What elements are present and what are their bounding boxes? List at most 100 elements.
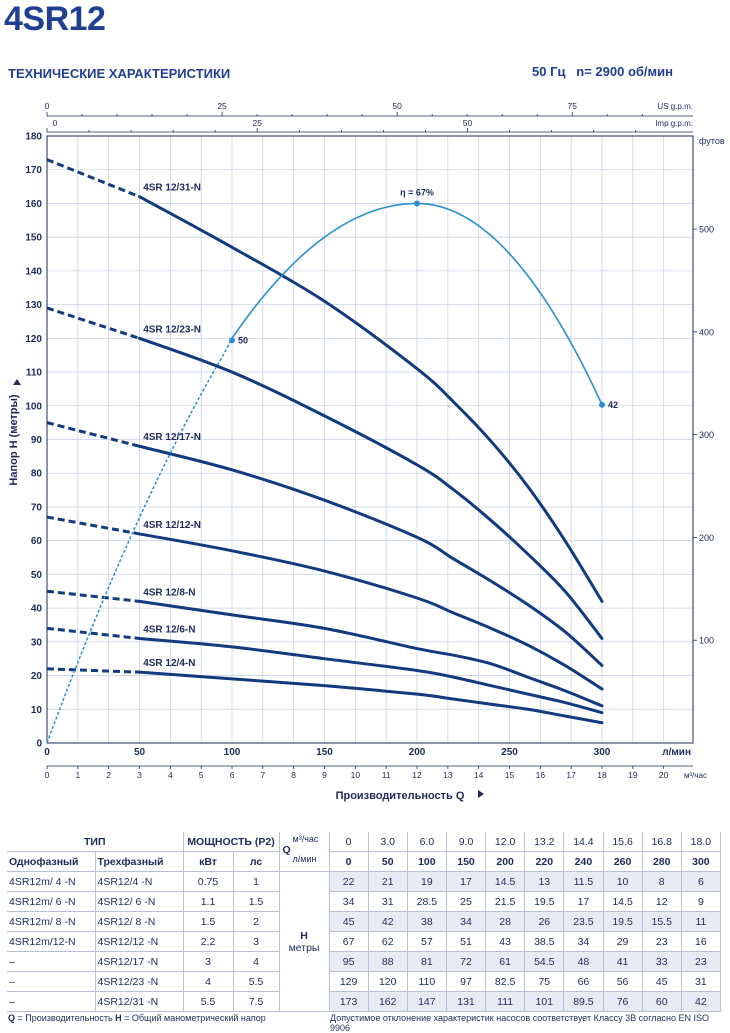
specs-table: ТИП МОЩНОСТЬ (P2) Q м³/час л/мин 0 3.0 6… [7, 832, 722, 1012]
head-value: 33 [641, 951, 682, 972]
spec-row: 4SR12m/ 8 -N 4SR12/ 8 -N 1.5 2 45 42 38 34 28 26 2… [7, 911, 722, 932]
y-tick-label: 90 [31, 435, 43, 446]
efficiency-point [599, 401, 605, 408]
efficiency-point-label: 50 [238, 335, 248, 345]
power-header: МОЩНОСТЬ (P2) [182, 832, 280, 852]
head-value: 88 [367, 951, 408, 972]
m3h-tick-label: 20 [659, 770, 669, 780]
series-label: 4SR 12/17-N [143, 432, 201, 443]
footnote-q-text: = Производительность [15, 1013, 116, 1023]
head-value: 34 [445, 911, 487, 932]
m3h-tick-label: 18 [597, 770, 607, 780]
head-value: 19.5 [524, 891, 565, 912]
head-value: 34 [563, 931, 604, 952]
y-tick-label: 40 [31, 604, 43, 615]
y-tick-label: 30 [31, 637, 43, 648]
m3h-tick-label: 0 [45, 770, 50, 780]
head-value: 75 [524, 971, 565, 992]
power-kw: 2.2 [182, 931, 234, 952]
imp-gpm-tick-label: 50 [463, 118, 473, 128]
pump-curve-2 [138, 636, 604, 715]
head-value: 101 [524, 991, 565, 1012]
head-value: 81 [406, 951, 447, 972]
q-l-7: 260 [602, 851, 643, 872]
x-tick-label: 100 [224, 747, 241, 758]
m3h-tick-label: 15 [505, 770, 515, 780]
head-value: 28.5 [406, 891, 447, 912]
power-hp: 1.5 [232, 891, 280, 912]
head-value: 14.5 [485, 871, 526, 892]
three-phase-header: Трехфазный [94, 851, 184, 872]
pump-curve-4 [138, 532, 604, 691]
m3h-tick-label: 14 [474, 770, 484, 780]
efficiency-dashed [46, 337, 233, 744]
pump-curve-7 [138, 195, 604, 603]
x-unit-label: л/мин [662, 747, 691, 758]
head-value: 95 [328, 951, 369, 972]
head-value: 38 [406, 911, 447, 932]
performance-chart: 0102030405060708090100110120130140150160… [8, 101, 725, 802]
three-phase-model: 4SR12/12 -N [94, 931, 184, 952]
x-tick-label: 150 [316, 747, 333, 758]
head-value: 57 [406, 931, 447, 952]
head-value: 11.5 [563, 871, 604, 892]
m3h-tick-label: 2 [106, 770, 111, 780]
m3h-tick-label: 8 [291, 770, 296, 780]
y-tick-label: 130 [25, 300, 42, 311]
y-tick-label: 120 [25, 334, 42, 345]
dashed-curve-3 [46, 589, 140, 603]
power-kw: 1.1 [182, 891, 234, 912]
head-value: 10 [602, 871, 643, 892]
three-phase-model: 4SR12/4 -N [94, 871, 184, 892]
q-m3-8: 16.8 [641, 832, 682, 852]
y-tick-label: 0 [36, 739, 42, 750]
m3h-tick-label: 6 [230, 770, 235, 780]
q-m3-9: 18.0 [680, 832, 722, 852]
power-hp: 5.5 [232, 971, 280, 992]
dashed-curve-1 [46, 667, 140, 674]
efficiency-point [229, 337, 235, 344]
head-value: 23 [641, 931, 682, 952]
footnote-h-text: = Общий манометрический напор [121, 1013, 266, 1023]
x-tick-label: 200 [409, 747, 426, 758]
head-value: 23.5 [563, 911, 604, 932]
y-tick-label: 150 [25, 233, 42, 244]
us-gpm-tick-label: 50 [392, 101, 402, 111]
footnote-q: Q [8, 1013, 16, 1023]
us-gpm-tick-label: 75 [567, 101, 577, 111]
frequency-info: 50 Гц n= 2900 об/мин [532, 64, 673, 79]
head-value: 45 [641, 971, 682, 992]
q-unit-m3: м³/час [292, 834, 319, 844]
y-tick-label: 70 [31, 502, 43, 513]
y-tick-label: 180 [25, 132, 42, 143]
us-gpm-label: US g.p.m. [657, 102, 693, 111]
y-tick-label: 10 [31, 705, 43, 716]
q-l-5: 220 [524, 851, 565, 872]
q-m3-5: 13.2 [524, 832, 565, 852]
pump-curve-1 [138, 670, 604, 725]
head-value: 17 [445, 871, 487, 892]
q-m3-6: 14.4 [563, 832, 604, 852]
head-value: 62 [367, 931, 408, 952]
head-value: 111 [485, 991, 526, 1012]
imp-gpm-label: Imp g.p.m. [655, 119, 693, 128]
head-value: 66 [563, 971, 604, 992]
feet-tick-label: 500 [699, 225, 714, 235]
pump-curve-3 [138, 599, 604, 708]
m3h-tick-label: 9 [322, 770, 327, 780]
q-l-9: 300 [680, 851, 722, 872]
y-tick-label: 100 [25, 401, 42, 412]
m3h-tick-label: 3 [137, 770, 142, 780]
x-tick-label: 50 [134, 747, 146, 758]
x-axis-label: Производительность Q [336, 790, 465, 802]
head-value: 76 [602, 991, 643, 1012]
feet-tick-label: 100 [699, 636, 714, 646]
q-m3-3: 9.0 [445, 832, 487, 852]
spec-row: 4SR12m/ 6 -N 4SR12/ 6 -N 1.1 1.5 34 31 28.5 25 2… [7, 891, 722, 912]
three-phase-model: 4SR12/ 8 -N [94, 911, 184, 932]
head-value: 131 [445, 991, 487, 1012]
pump-curve-5 [138, 444, 604, 667]
q-header-cell: Q м³/час л/мин [278, 832, 330, 872]
three-phase-model: 4SR12/17 -N [94, 951, 184, 972]
